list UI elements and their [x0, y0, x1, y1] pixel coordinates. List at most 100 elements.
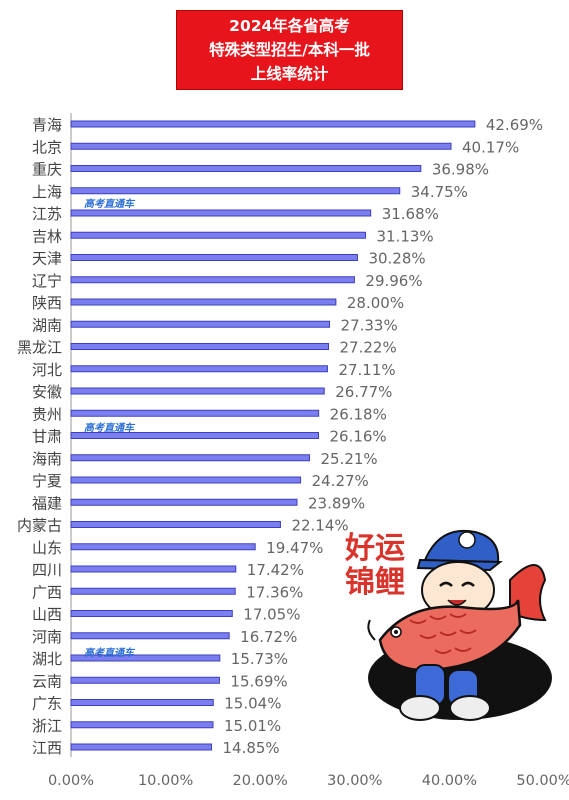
category-label: 宁夏: [32, 472, 62, 490]
bar: [70, 231, 366, 239]
category-label: 天津: [32, 250, 62, 268]
bar: [70, 187, 401, 195]
bar: [70, 254, 358, 261]
category-label: 山西: [32, 606, 62, 624]
title-line-1: 2024年各省高考: [229, 17, 350, 35]
data-label: 27.22%: [340, 339, 397, 357]
bar: [70, 498, 298, 506]
data-label: 40.17%: [462, 138, 519, 156]
title-line-2: 特殊类型招生/本科一批: [209, 41, 370, 59]
x-tick-label: 0.00%: [48, 773, 94, 789]
category-label: 云南: [32, 672, 62, 690]
bar: [70, 298, 337, 306]
data-label: 31.68%: [382, 205, 439, 223]
data-label: 17.05%: [243, 606, 300, 624]
data-label: 26.16%: [329, 428, 386, 446]
category-label: 广西: [32, 583, 62, 601]
data-label: 15.73%: [231, 650, 288, 668]
category-label: 浙江: [32, 717, 62, 735]
category-label: 北京: [32, 138, 62, 156]
data-label: 26.77%: [335, 383, 392, 401]
x-tick-label: 30.00%: [327, 773, 382, 789]
watermark-text: 高考直通车: [84, 648, 134, 659]
category-label: 江西: [32, 739, 62, 757]
category-label: 吉林: [32, 227, 62, 245]
category-label: 海南: [32, 450, 62, 468]
data-label: 14.85%: [222, 739, 279, 757]
category-label: 湖北: [32, 650, 62, 668]
category-label: 贵州: [32, 405, 62, 423]
data-label: 24.27%: [312, 472, 369, 490]
bar: [70, 343, 330, 350]
bar: [70, 543, 256, 551]
data-label: 15.04%: [224, 695, 281, 713]
bar: [70, 743, 212, 751]
data-label: 23.89%: [308, 494, 365, 512]
category-label: 山东: [32, 539, 62, 557]
category-label: 广东: [32, 695, 62, 713]
category-label: 河南: [32, 628, 62, 646]
bar: [70, 610, 233, 617]
data-label: 36.98%: [432, 161, 489, 179]
category-label: 江苏: [32, 205, 62, 223]
data-label: 15.01%: [224, 717, 281, 735]
bar: [70, 454, 310, 462]
category-label: 青海: [32, 116, 62, 134]
bar: [70, 142, 452, 150]
bar: [70, 120, 476, 128]
data-label: 19.47%: [266, 539, 323, 557]
data-label: 31.13%: [376, 227, 433, 245]
bar: [70, 699, 214, 706]
category-label: 重庆: [32, 161, 62, 179]
bar: [70, 409, 320, 417]
sticker-text-line-1: 好运: [344, 531, 405, 566]
bar: [70, 365, 328, 373]
data-label: 17.42%: [247, 561, 304, 579]
data-label: 29.96%: [365, 272, 422, 290]
data-label: 25.21%: [320, 450, 377, 468]
x-tick-label: 20.00%: [233, 773, 288, 789]
data-label: 22.14%: [291, 517, 348, 535]
category-label: 四川: [32, 561, 62, 579]
category-label: 安徽: [32, 383, 62, 401]
data-label: 17.36%: [246, 583, 303, 601]
category-label: 甘肃: [32, 428, 62, 446]
x-tick-label: 50.00%: [516, 773, 569, 789]
bar: [70, 209, 372, 217]
bar: [70, 632, 230, 640]
category-label: 河北: [32, 361, 62, 379]
bar: [70, 276, 355, 284]
data-label: 28.00%: [347, 294, 404, 312]
category-label: 上海: [32, 183, 62, 201]
category-label: 湖南: [32, 316, 62, 334]
title-line-3: 上线率统计: [250, 65, 329, 83]
data-label: 27.33%: [341, 316, 398, 334]
bar: [70, 432, 319, 439]
data-label: 26.18%: [330, 405, 387, 423]
data-label: 27.11%: [338, 361, 395, 379]
data-label: 16.72%: [240, 628, 297, 646]
category-label: 内蒙古: [17, 517, 62, 535]
watermark-text: 高考直通车: [84, 423, 134, 434]
bar: [70, 654, 221, 662]
bar: [70, 676, 220, 684]
data-label: 34.75%: [411, 183, 468, 201]
data-label: 15.69%: [230, 672, 287, 690]
bar: [70, 521, 281, 528]
category-label: 辽宁: [32, 272, 62, 290]
x-tick-label: 40.00%: [422, 773, 477, 789]
bar: [70, 565, 237, 573]
sticker-text-line-2: 锦鲤: [345, 565, 405, 600]
bar: [70, 721, 214, 729]
watermark-text: 高考直通车: [84, 199, 134, 210]
data-label: 42.69%: [486, 116, 543, 134]
category-label: 陕西: [32, 294, 62, 312]
bar: [70, 320, 331, 328]
category-label: 福建: [32, 494, 62, 512]
bar: [70, 476, 302, 484]
bar: [70, 387, 325, 395]
bar: [70, 165, 422, 172]
data-label: 30.28%: [368, 250, 425, 268]
x-tick-label: 10.00%: [138, 773, 193, 789]
